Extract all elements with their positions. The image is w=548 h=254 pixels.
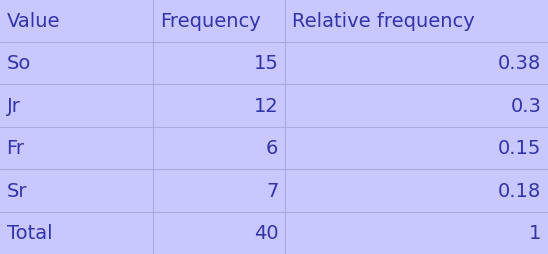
Text: 0.38: 0.38 (498, 54, 541, 73)
FancyBboxPatch shape (0, 85, 153, 127)
Text: Sr: Sr (7, 181, 27, 200)
Text: 0.18: 0.18 (498, 181, 541, 200)
Text: 1: 1 (529, 223, 541, 242)
FancyBboxPatch shape (285, 169, 548, 212)
FancyBboxPatch shape (285, 85, 548, 127)
FancyBboxPatch shape (153, 127, 285, 169)
FancyBboxPatch shape (285, 42, 548, 85)
Text: 0.15: 0.15 (498, 139, 541, 158)
FancyBboxPatch shape (153, 85, 285, 127)
Text: Relative frequency: Relative frequency (292, 12, 474, 31)
Text: 12: 12 (254, 96, 278, 115)
Text: Value: Value (7, 12, 60, 31)
Text: So: So (7, 54, 31, 73)
FancyBboxPatch shape (285, 212, 548, 254)
Text: 6: 6 (266, 139, 278, 158)
Text: Fr: Fr (7, 139, 25, 158)
FancyBboxPatch shape (0, 169, 153, 212)
FancyBboxPatch shape (0, 42, 153, 85)
FancyBboxPatch shape (153, 212, 285, 254)
Text: Total: Total (7, 223, 52, 242)
Text: 7: 7 (266, 181, 278, 200)
Text: Frequency: Frequency (160, 12, 261, 31)
Text: 0.3: 0.3 (511, 96, 541, 115)
FancyBboxPatch shape (0, 212, 153, 254)
Text: 15: 15 (254, 54, 278, 73)
Text: Jr: Jr (7, 96, 20, 115)
FancyBboxPatch shape (153, 169, 285, 212)
FancyBboxPatch shape (153, 0, 285, 42)
FancyBboxPatch shape (153, 42, 285, 85)
FancyBboxPatch shape (285, 0, 548, 42)
FancyBboxPatch shape (285, 127, 548, 169)
FancyBboxPatch shape (0, 127, 153, 169)
FancyBboxPatch shape (0, 0, 153, 42)
Text: 40: 40 (254, 223, 278, 242)
